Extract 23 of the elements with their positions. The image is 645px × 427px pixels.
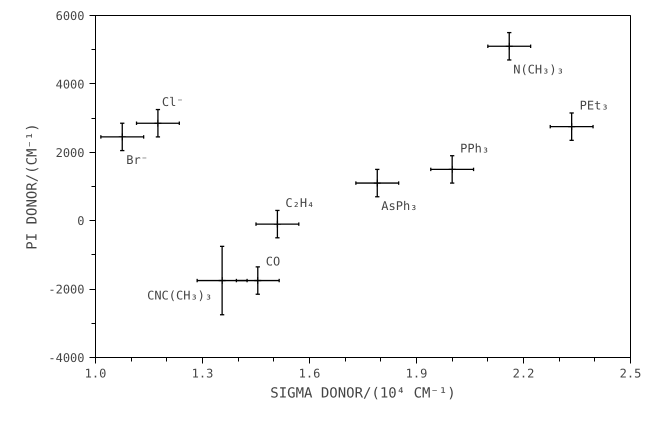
x-tick-label: 2.5 (620, 366, 642, 380)
y-tick-label: -2000 (48, 282, 84, 297)
annotation: Cl⁻ (162, 95, 184, 110)
x-tick-label: 1.9 (406, 366, 428, 380)
annotation: AsPh₃ (381, 199, 418, 214)
y-tick-label: 4000 (56, 77, 85, 92)
y-tick-label: 6000 (56, 9, 85, 23)
annotation: Br⁻ (126, 152, 148, 167)
x-axis-title: SIGMA DONOR/(10⁴ CM⁻¹) (270, 386, 456, 402)
y-axis-title: PI DONOR/(CM⁻¹) (24, 123, 40, 250)
x-tick-label: 1.0 (84, 366, 106, 380)
annotation: PEt₃ (580, 98, 609, 113)
x-tick-label: 2.2 (512, 366, 534, 380)
annotation: N(CH₃)₃ (513, 62, 564, 76)
x-tick-label: 1.3 (192, 366, 214, 380)
annotation: CO (266, 254, 280, 269)
y-tick-label: 2000 (56, 146, 85, 160)
annotation: PPh₃ (460, 141, 490, 156)
y-tick-label: -4000 (48, 351, 84, 365)
y-tick-label: 0 (77, 214, 85, 228)
x-tick-label: 1.6 (298, 366, 320, 380)
annotation: C₂H₄ (285, 196, 314, 210)
annotation: CNC(CH₃)₃ (147, 288, 212, 303)
